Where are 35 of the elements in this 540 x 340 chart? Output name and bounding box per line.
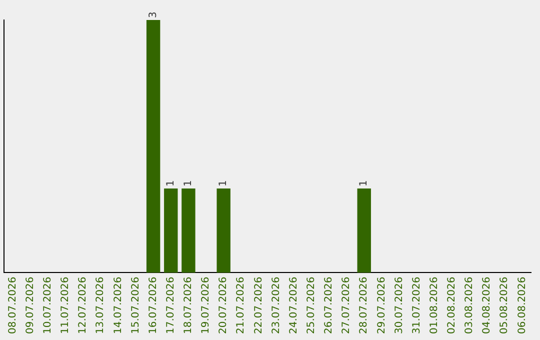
data-label: 1 bbox=[183, 180, 194, 186]
x-tick-label: 13.07.2026 bbox=[95, 276, 106, 334]
x-tick-label: 23.07.2026 bbox=[270, 276, 282, 334]
x-tick-label: 31.07.2026 bbox=[411, 276, 422, 334]
x-tick-label: 29.07.2026 bbox=[376, 276, 388, 334]
x-tick-label: 21.07.2026 bbox=[236, 276, 247, 334]
x-tick-label: 03.08.2026 bbox=[464, 276, 476, 334]
x-tick-label: 04.08.2026 bbox=[482, 276, 493, 334]
x-tick-label: 24.07.2026 bbox=[288, 276, 300, 334]
x-tick-label: 25.07.2026 bbox=[306, 276, 318, 334]
x-tick-label: 26.07.2026 bbox=[324, 276, 335, 334]
x-tick-label: 09.07.2026 bbox=[24, 276, 36, 334]
x-tick-label: 27.07.2026 bbox=[341, 276, 352, 334]
x-tick-label: 20.07.2026 bbox=[218, 276, 230, 334]
x-tick-label: 12.07.2026 bbox=[78, 276, 89, 334]
x-tick-label: 15.07.2026 bbox=[130, 276, 142, 334]
x-tick-label: 14.07.2026 bbox=[112, 276, 124, 334]
data-label: 3 bbox=[148, 12, 159, 18]
x-tick-label: 10.07.2026 bbox=[42, 276, 54, 334]
x-tick-label: 30.07.2026 bbox=[394, 276, 405, 334]
data-label: 1 bbox=[165, 180, 176, 186]
x-tick-label: 19.07.2026 bbox=[200, 276, 212, 334]
x-tick-label: 18.07.2026 bbox=[183, 276, 194, 334]
x-tick-label: 01.08.2026 bbox=[428, 276, 440, 334]
data-label: 1 bbox=[358, 180, 370, 186]
x-tick-label: 22.07.2026 bbox=[253, 276, 264, 334]
x-tick-label: 11.07.2026 bbox=[60, 276, 72, 334]
x-tick-label: 28.07.2026 bbox=[358, 276, 370, 334]
data-label: 1 bbox=[218, 180, 230, 186]
x-tick-label: 02.08.2026 bbox=[446, 276, 458, 334]
x-tick-label: 06.08.2026 bbox=[516, 276, 528, 334]
x-tick-label: 16.07.2026 bbox=[148, 276, 159, 334]
x-tick-label: 05.08.2026 bbox=[499, 276, 510, 334]
x-tick-label: 08.07.2026 bbox=[7, 276, 18, 334]
x-tick-label: 17.07.2026 bbox=[165, 276, 176, 334]
